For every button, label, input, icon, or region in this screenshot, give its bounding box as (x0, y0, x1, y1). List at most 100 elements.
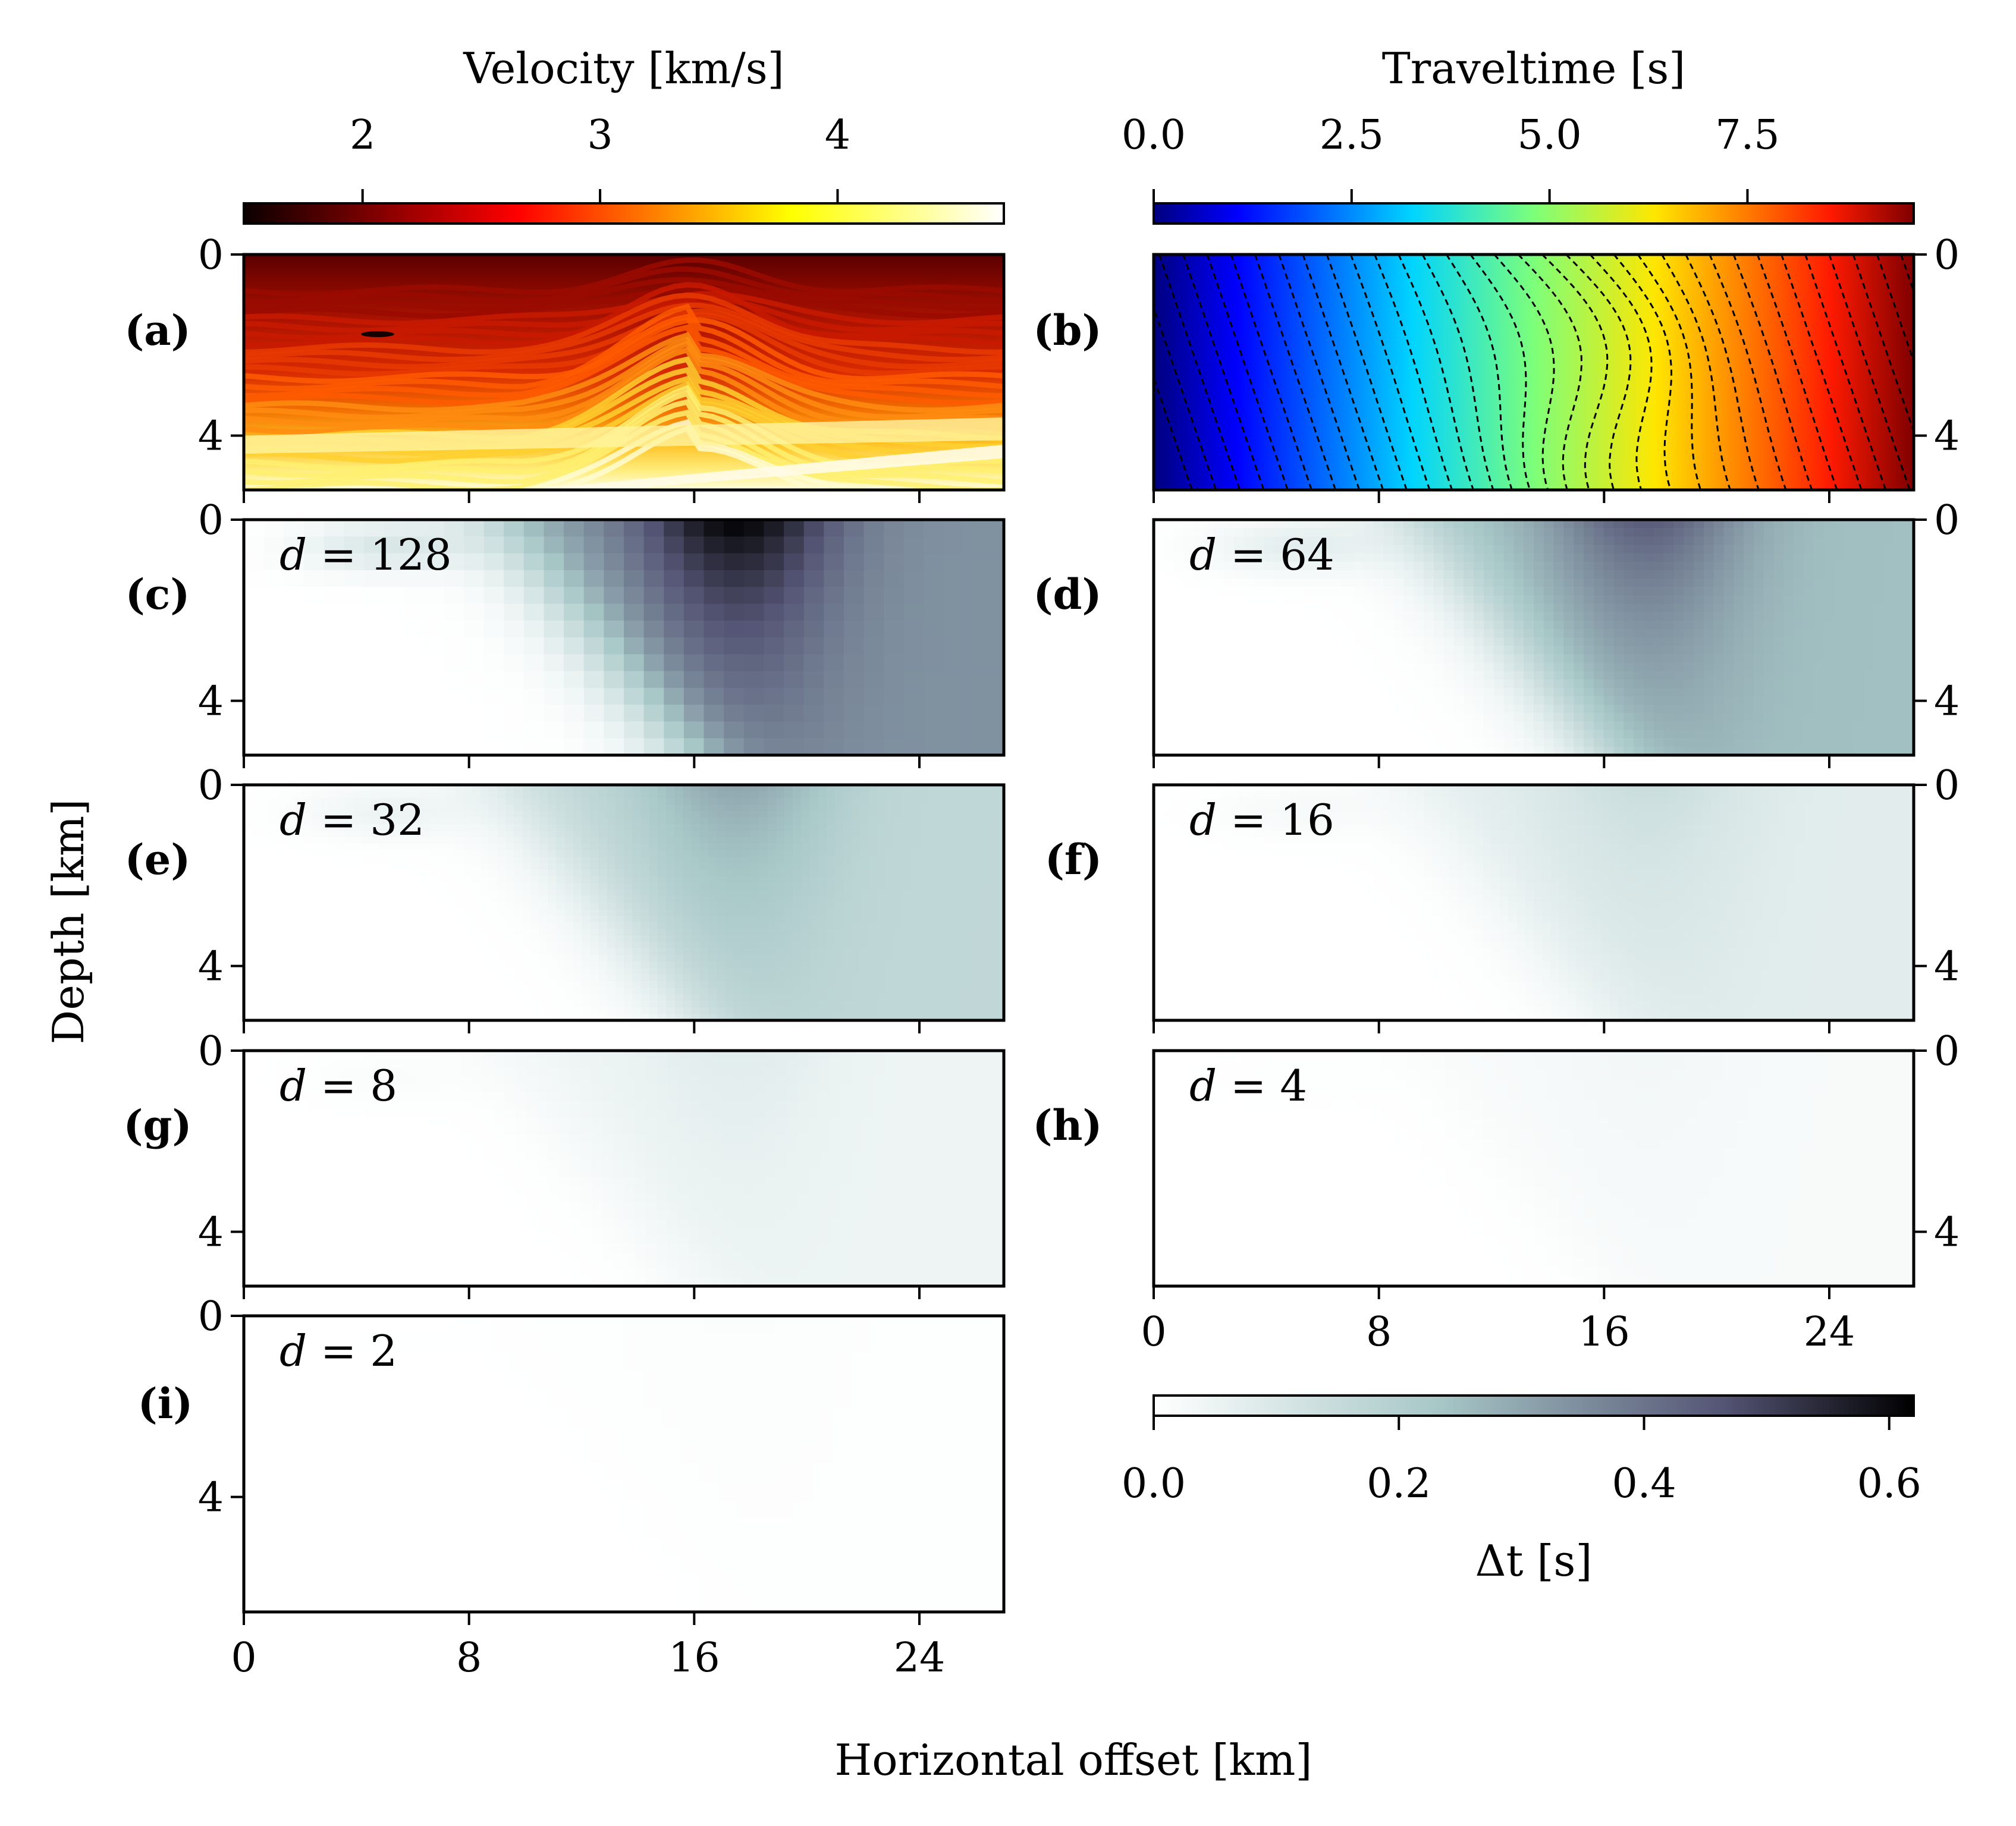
heatmap-cell (337, 896, 346, 903)
heatmap-cell (1154, 646, 1164, 655)
heatmap-cell (324, 705, 344, 722)
heatmap-cell (1443, 738, 1455, 747)
heatmap-cell (1383, 579, 1395, 587)
heatmap-cell (564, 587, 585, 605)
heatmap-cell (764, 620, 784, 638)
heatmap-cell (1223, 587, 1235, 596)
heatmap-cell (395, 804, 405, 812)
heatmap-cell (294, 870, 304, 877)
heatmap-cell (1684, 579, 1694, 587)
heatmap-cell (523, 637, 545, 655)
heatmap-cell (480, 850, 489, 857)
heatmap-cell (1613, 738, 1625, 747)
heatmap-cell (995, 804, 1004, 812)
heatmap-cell (353, 785, 363, 792)
heatmap-cell (615, 857, 624, 864)
heatmap-cell (1603, 637, 1615, 646)
heatmap-cell (1383, 713, 1395, 722)
heatmap-cell (1254, 587, 1264, 596)
heatmap-cell (1424, 654, 1434, 664)
heatmap-cell (472, 798, 481, 805)
heatmap-cell (604, 604, 624, 621)
heatmap-cell (699, 804, 709, 812)
heatmap-cell (413, 929, 422, 936)
heatmap-cell (319, 791, 329, 799)
heatmap-cell (505, 929, 515, 936)
heatmap-cell (666, 850, 675, 857)
heatmap-cell (1464, 654, 1474, 664)
heatmap-cell (708, 883, 717, 890)
heatmap-cell (826, 837, 836, 844)
heatmap-cell (337, 791, 346, 799)
heatmap-cell (1813, 545, 1825, 554)
heatmap-cell (1354, 561, 1364, 571)
heatmap-cell (1273, 628, 1285, 638)
heatmap-cell (1904, 528, 1914, 537)
heatmap-cell (970, 870, 979, 877)
heatmap-cell (1534, 620, 1544, 630)
heatmap-cell (1694, 545, 1704, 554)
heatmap-cell (1844, 628, 1854, 638)
heatmap-cell (910, 929, 920, 936)
heatmap-cell (353, 850, 363, 857)
heatmap-cell (244, 818, 253, 825)
heatmap-cell (1443, 570, 1455, 579)
heatmap-cell (1763, 561, 1775, 571)
heatmap-cell (1744, 671, 1754, 680)
heatmap-cell (1873, 713, 1885, 722)
heatmap-cell (1543, 662, 1555, 672)
heatmap-cell (717, 818, 726, 825)
heatmap-cell (590, 798, 599, 805)
heatmap-cell (244, 844, 253, 851)
heatmap-cell (324, 604, 344, 621)
heatmap-cell (590, 863, 599, 870)
heatmap-cell (924, 604, 944, 621)
heatmap-cell (1854, 730, 1864, 739)
heatmap-cell (928, 909, 937, 916)
heatmap-cell (1603, 671, 1615, 680)
heatmap-cell (724, 520, 745, 538)
heatmap-cell (944, 671, 965, 689)
heatmap-cell (970, 876, 979, 884)
heatmap-cell (530, 863, 540, 870)
heatmap-cell (1483, 520, 1494, 529)
heatmap-cell (962, 909, 971, 916)
heatmap-cell (801, 909, 811, 916)
heatmap-cell (691, 890, 701, 897)
heatmap-cell (284, 536, 304, 554)
heatmap-cell (263, 705, 284, 722)
heatmap-cell (868, 785, 878, 792)
heatmap-cell (284, 738, 304, 755)
heatmap-cell (523, 721, 545, 739)
heatmap-cell (573, 850, 582, 857)
heatmap-cell (252, 811, 262, 818)
heatmap-cell (379, 785, 388, 792)
heatmap-cell (286, 890, 295, 897)
panel-c: (c) d = 128 (125, 518, 1006, 757)
heatmap-cell (1383, 696, 1395, 705)
heatmap-cell (1813, 561, 1825, 571)
heatmap-cell (944, 785, 954, 792)
heatmap-cell (1833, 662, 1845, 672)
heatmap-cell (910, 844, 920, 851)
heatmap-cell (1543, 671, 1555, 680)
heatmap-cell (522, 850, 532, 857)
heatmap-cell (252, 948, 262, 956)
heatmap-cell (463, 791, 473, 799)
heatmap-cell (429, 791, 439, 799)
heatmap-cell (480, 883, 489, 890)
heatmap-cell (260, 942, 270, 949)
heatmap-cell (632, 804, 642, 812)
heatmap-cell (252, 870, 262, 877)
heatmap-cell (497, 824, 506, 831)
heatmap-cell (446, 876, 456, 884)
heatmap-cell (1634, 520, 1644, 529)
heatmap-cell (826, 791, 836, 799)
heatmap-cell (1393, 620, 1405, 630)
heatmap-cell (717, 935, 726, 942)
heatmap-cell (429, 831, 439, 838)
heatmap-cell (1403, 628, 1414, 638)
heatmap-cell (1223, 746, 1235, 755)
heatmap-cell (824, 620, 844, 638)
heatmap-cell (421, 876, 431, 884)
